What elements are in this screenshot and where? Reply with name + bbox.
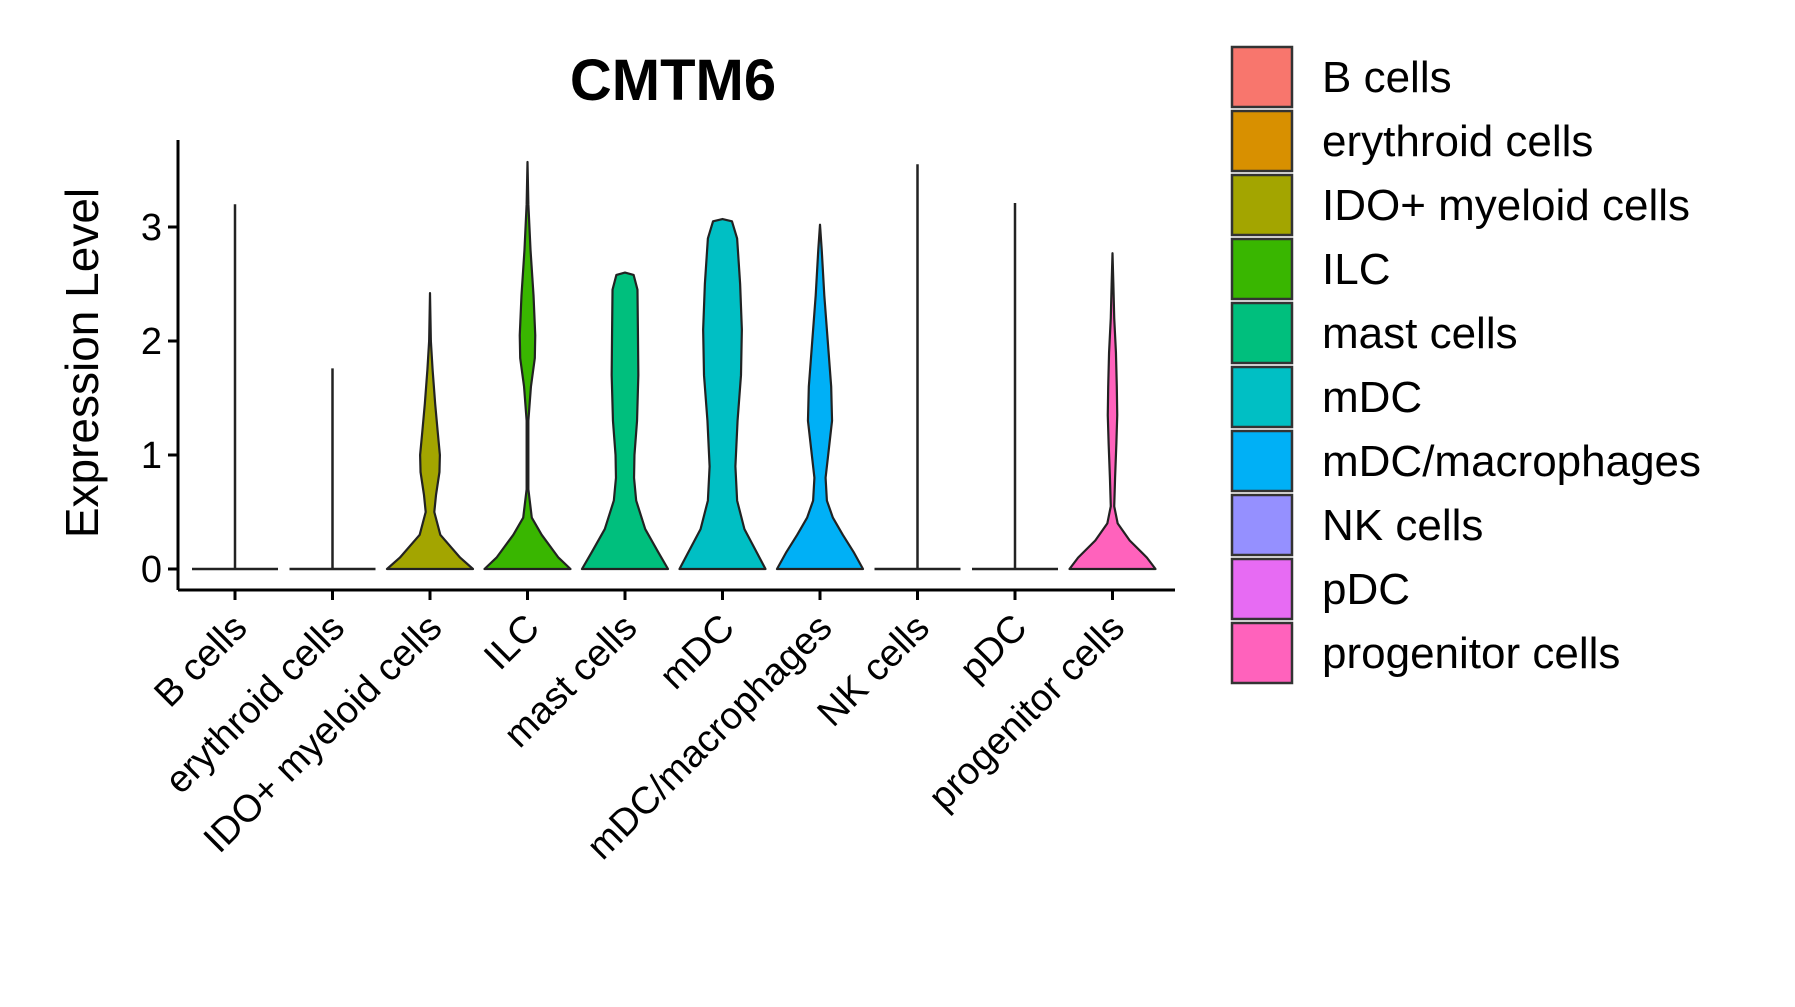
violin-mast-cells bbox=[580, 271, 670, 571]
y-tick-label: 1 bbox=[141, 435, 162, 477]
legend-swatch-pdc bbox=[1230, 557, 1294, 621]
legend-label-mdc-macrophages: mDC/macrophages bbox=[1322, 437, 1701, 486]
violin-progenitor-cells bbox=[1068, 252, 1157, 571]
legend-label-ilc: ILC bbox=[1322, 245, 1390, 294]
legend-label-mdc: mDC bbox=[1322, 373, 1422, 422]
legend-label-b-cells: B cells bbox=[1322, 53, 1452, 102]
x-tick-label-pdc: pDC bbox=[952, 607, 1035, 690]
legend-swatch-erythroid-cells bbox=[1230, 109, 1294, 173]
chart-title: CMTM6 bbox=[570, 48, 776, 113]
violin-ilc bbox=[483, 160, 572, 571]
y-tick-label: 3 bbox=[141, 207, 162, 249]
legend-swatch-b-cells bbox=[1230, 45, 1294, 109]
x-tick-label-mdc: mDC bbox=[652, 607, 743, 698]
violin-ido-myeloid-cells bbox=[385, 292, 475, 571]
legend-swatch-ilc bbox=[1230, 237, 1294, 301]
legend-swatch-mdc bbox=[1230, 365, 1294, 429]
y-tick-label: 2 bbox=[141, 321, 162, 363]
legend-label-nk-cells: NK cells bbox=[1322, 501, 1483, 550]
legend-swatch-ido-myeloid-cells bbox=[1230, 173, 1294, 237]
legend-swatch-progenitor-cells bbox=[1230, 621, 1294, 685]
legend-label-mast-cells: mast cells bbox=[1322, 309, 1518, 358]
legend-swatch-nk-cells bbox=[1230, 493, 1294, 557]
x-tick-label-ilc: ILC bbox=[476, 607, 548, 679]
violin-mdc-macrophages bbox=[775, 223, 865, 571]
legend-label-ido-myeloid-cells: IDO+ myeloid cells bbox=[1322, 181, 1690, 230]
legend-label-pdc: pDC bbox=[1322, 565, 1410, 614]
violin-mdc bbox=[678, 217, 767, 571]
legend-label-progenitor-cells: progenitor cells bbox=[1322, 629, 1620, 678]
legend-swatch-mast-cells bbox=[1230, 301, 1294, 365]
y-tick-label: 0 bbox=[141, 549, 162, 591]
legend-label-erythroid-cells: erythroid cells bbox=[1322, 117, 1593, 166]
legend-swatch-mdc-macrophages bbox=[1230, 429, 1294, 493]
y-axis-label: Expression Level bbox=[56, 188, 108, 538]
